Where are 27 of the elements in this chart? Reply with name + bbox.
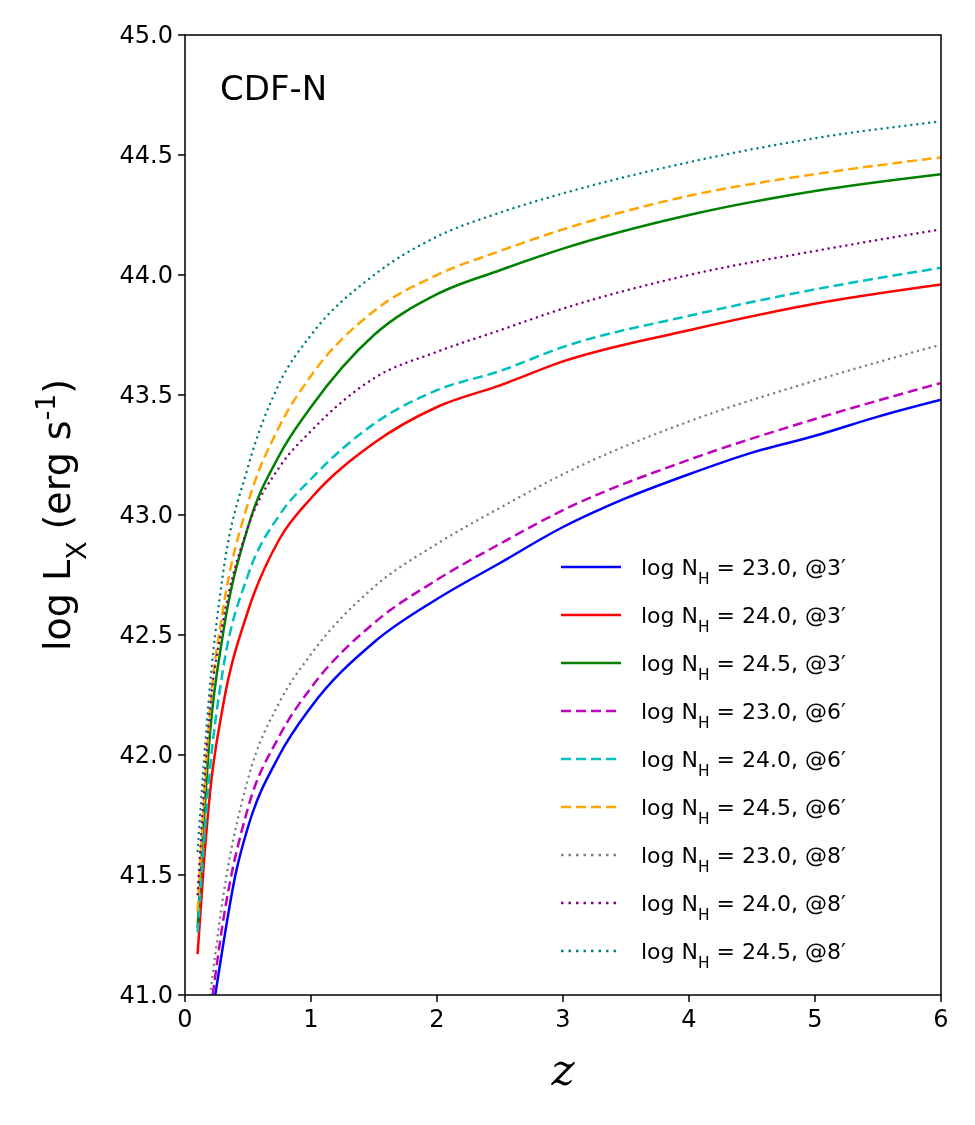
- y-tick-label: 43.0: [119, 501, 173, 529]
- x-tick-label: 4: [681, 1005, 697, 1033]
- legend-label: log N$_{H}$ = 24.0, @6′: [641, 747, 846, 780]
- x-tick-label: 6: [933, 1005, 949, 1033]
- annotation: CDF-N: [220, 68, 328, 108]
- y-tick-label: 41.0: [119, 981, 173, 1009]
- x-tick-label: 5: [807, 1005, 823, 1033]
- legend-label: log N$_{H}$ = 24.5, @6′: [641, 795, 846, 828]
- y-tick-label: 44.0: [119, 261, 173, 289]
- x-tick-label: 1: [303, 1005, 319, 1033]
- y-tick-label: 44.5: [119, 141, 173, 169]
- legend-label: log N$_{H}$ = 24.0, @3′: [641, 603, 846, 636]
- legend-label: log N$_{H}$ = 23.0, @8′: [641, 843, 846, 876]
- legend-label: log N$_{H}$ = 24.0, @8′: [641, 891, 846, 924]
- x-tick-label: 0: [177, 1005, 193, 1033]
- x-axis-title: z: [550, 1044, 576, 1095]
- y-tick-label: 43.5: [119, 381, 173, 409]
- legend-label: log N$_{H}$ = 24.5, @3′: [641, 651, 846, 684]
- x-tick-label: 2: [429, 1005, 445, 1033]
- y-tick-label: 45.0: [119, 21, 173, 49]
- y-tick-label: 42.5: [119, 621, 173, 649]
- y-tick-label: 41.5: [119, 861, 173, 889]
- legend-label: log N$_{H}$ = 23.0, @6′: [641, 699, 846, 732]
- y-tick-label: 42.0: [119, 741, 173, 769]
- x-tick-label: 3: [555, 1005, 571, 1033]
- legend-label: log N$_{H}$ = 23.0, @3′: [641, 555, 846, 588]
- legend-label: log N$_{H}$ = 24.5, @8′: [641, 939, 846, 972]
